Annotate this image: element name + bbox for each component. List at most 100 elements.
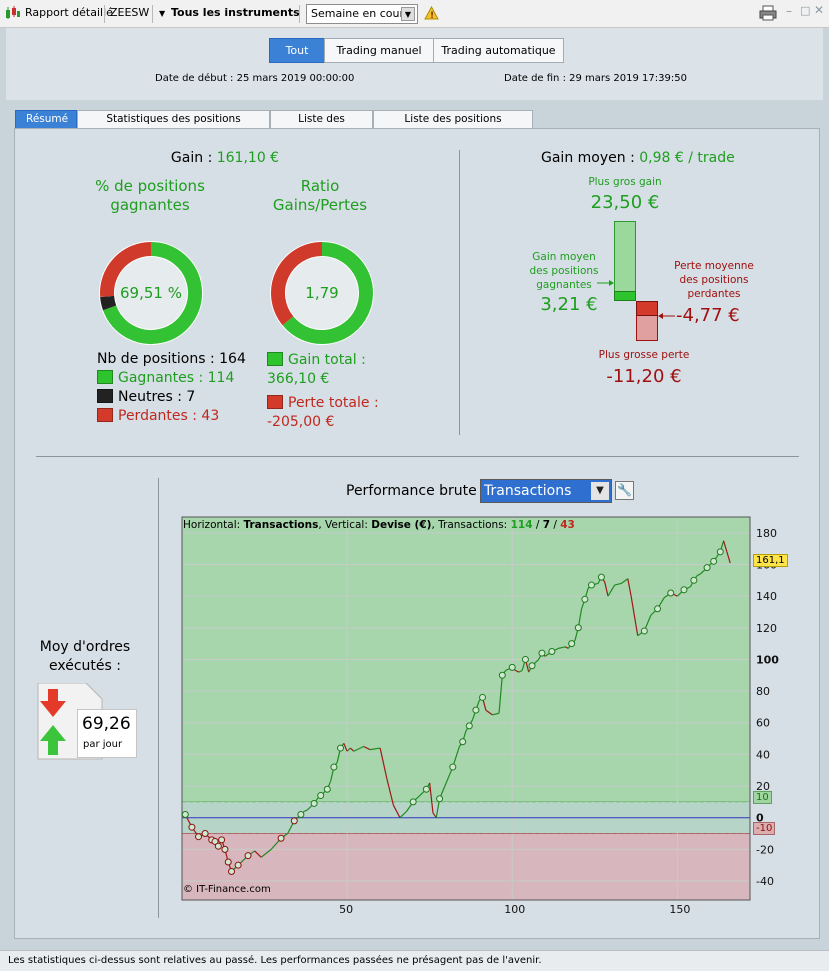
neutral-slice <box>100 295 117 311</box>
trade-point <box>710 557 718 565</box>
trade-point <box>716 548 724 556</box>
t-winners: 114 <box>510 519 533 531</box>
tab-closed-positions[interactable]: Liste des positions clôturées <box>373 110 533 142</box>
equity-segment <box>723 540 728 552</box>
trade-point <box>465 722 473 730</box>
disclaimer: Les statistiques ci-dessus sont relative… <box>0 950 829 971</box>
trade-point <box>310 799 318 807</box>
equity-segment <box>620 578 629 584</box>
loss-slice <box>271 242 323 326</box>
avg-win-value: 3,21 € <box>540 294 598 315</box>
equity-segment <box>429 782 434 814</box>
perf-select-value: Transactions <box>484 483 572 499</box>
trade-point <box>297 811 305 819</box>
equity-segment <box>399 810 407 819</box>
trade-point <box>228 868 236 876</box>
winners-text: Gagnantes : 114 <box>118 370 235 386</box>
chart-header: Horizontal: Transactions, Vertical: Devi… <box>183 519 575 531</box>
trade-point <box>409 798 417 806</box>
equity-segment <box>696 573 701 577</box>
lower-threshold-badge: -10 <box>753 822 776 835</box>
trade-point <box>290 817 298 825</box>
trade-point <box>538 649 546 657</box>
equity-segment <box>492 712 500 716</box>
perf-select[interactable]: Transactions ▼ <box>480 479 612 503</box>
equity-segment <box>432 812 437 819</box>
losers-text: Perdantes : 43 <box>118 408 220 424</box>
instrument-label[interactable]: ZEESW <box>110 6 150 19</box>
minimize-icon[interactable]: – <box>786 4 792 18</box>
mode-all-button[interactable]: Tout <box>269 38 325 63</box>
loss-slice <box>100 242 152 297</box>
report-button[interactable]: Rapport détaillé <box>25 6 113 19</box>
loss-total-label: Perte totale : <box>288 395 379 411</box>
equity-segment <box>630 596 639 636</box>
avg-loss-bar <box>636 301 658 316</box>
y-tick-label: 100 <box>756 653 779 666</box>
x-tick-label: 100 <box>504 903 525 915</box>
equity-segment <box>564 646 569 649</box>
trade-point <box>422 785 430 793</box>
maximize-icon[interactable]: □ <box>800 4 811 17</box>
orders-label: Moy d'ordres exécutés : <box>39 639 131 674</box>
trade-point <box>640 627 648 635</box>
period-select[interactable]: Semaine en cours ▼ <box>306 4 418 24</box>
close-icon[interactable]: ✕ <box>814 3 825 17</box>
trade-point <box>581 595 589 603</box>
mode-manual-button[interactable]: Trading manuel <box>324 38 434 63</box>
avg-gain-label: Gain moyen : <box>541 150 635 166</box>
trade-point <box>508 663 516 671</box>
end-date: Date de fin : 29 mars 2019 17:39:50 <box>504 73 687 84</box>
trade-point <box>317 792 325 800</box>
loss-total-value: -205,00 € <box>267 414 335 430</box>
all-instruments-button[interactable]: Tous les instruments <box>171 6 300 19</box>
equity-segment <box>607 584 616 597</box>
equity-segment <box>726 551 731 564</box>
v-value: Devise (€) <box>371 519 432 531</box>
trade-point <box>587 581 595 589</box>
period-select-value: Semaine en cours <box>311 7 410 20</box>
print-icon[interactable] <box>759 5 777 24</box>
equity-segment <box>498 675 503 714</box>
trade-point <box>214 842 222 850</box>
trade-point <box>654 605 662 613</box>
red-square-icon <box>97 408 113 422</box>
gain-total-label: Gain total : <box>288 352 366 368</box>
warning-icon[interactable]: ! <box>424 5 439 23</box>
x-tick-label: 150 <box>669 903 690 915</box>
trade-point <box>528 662 536 670</box>
y-tick-label: -20 <box>756 843 774 856</box>
svg-text:!: ! <box>430 11 434 20</box>
tab-summary[interactable]: Résumé <box>15 110 77 128</box>
dropdown-arrow-icon[interactable]: ▼ <box>159 9 166 18</box>
green-square-icon <box>97 370 113 384</box>
equity-segment <box>386 777 394 806</box>
trade-point <box>244 852 252 860</box>
equity-segment <box>392 804 401 818</box>
chevron-down-icon[interactable]: ▼ <box>401 7 415 21</box>
h-label: Horizontal: <box>183 519 241 531</box>
loss-total: Perte totale : -205,00 € <box>267 394 379 432</box>
chevron-down-icon[interactable]: ▼ <box>591 482 609 500</box>
y-tick-label: 0 <box>756 812 764 825</box>
equity-segment <box>614 582 622 586</box>
toolbar: Rapport détaillé ZEESW ▼ Tous les instru… <box>0 0 829 28</box>
equity-segment <box>558 646 566 649</box>
mode-auto-button[interactable]: Trading automatique <box>433 38 564 63</box>
equity-segment <box>353 745 364 752</box>
vertical-divider <box>158 478 159 918</box>
green-square-icon <box>267 352 283 366</box>
trade-point <box>597 573 605 581</box>
tab-closed-stats[interactable]: Statistiques des positions clôturées <box>77 110 270 142</box>
tab-orders[interactable]: Liste des ordres <box>270 110 373 142</box>
equity-segment <box>350 747 355 752</box>
wrench-icon[interactable]: 🔧 <box>615 481 634 500</box>
equity-segment <box>515 669 520 673</box>
trade-point <box>521 655 529 663</box>
neutral-text: Neutres : 7 <box>118 389 196 405</box>
y-tick-label: 60 <box>756 717 770 730</box>
trade-point <box>221 845 229 853</box>
v-label: , Vertical: <box>318 519 368 531</box>
trade-point <box>224 858 232 866</box>
